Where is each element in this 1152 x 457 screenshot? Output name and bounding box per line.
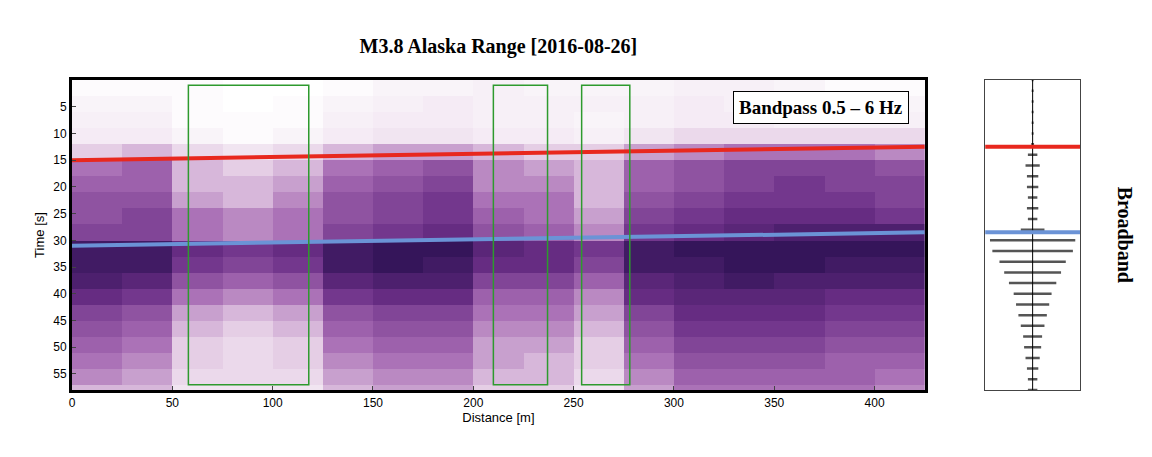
svg-text:250: 250 bbox=[564, 396, 584, 410]
svg-text:5: 5 bbox=[60, 100, 67, 114]
svg-text:30: 30 bbox=[53, 234, 67, 248]
svg-text:15: 15 bbox=[53, 153, 67, 167]
svg-text:40: 40 bbox=[53, 287, 67, 301]
svg-text:45: 45 bbox=[53, 314, 67, 328]
svg-text:Broadband: Broadband bbox=[1114, 187, 1136, 283]
svg-text:55: 55 bbox=[53, 367, 67, 381]
svg-text:M3.8 Alaska Range [2016-08-26]: M3.8 Alaska Range [2016-08-26] bbox=[360, 35, 638, 58]
svg-text:50: 50 bbox=[166, 396, 180, 410]
svg-text:20: 20 bbox=[53, 180, 67, 194]
svg-text:Bandpass 0.5 – 6 Hz: Bandpass 0.5 – 6 Hz bbox=[739, 97, 903, 118]
svg-text:200: 200 bbox=[463, 396, 483, 410]
svg-text:10: 10 bbox=[53, 127, 67, 141]
svg-text:Distance [m]: Distance [m] bbox=[462, 410, 534, 425]
svg-text:50: 50 bbox=[53, 340, 67, 354]
svg-text:Time [s]: Time [s] bbox=[32, 212, 47, 258]
svg-text:35: 35 bbox=[53, 260, 67, 274]
svg-text:150: 150 bbox=[363, 396, 383, 410]
svg-text:350: 350 bbox=[764, 396, 784, 410]
svg-text:100: 100 bbox=[263, 396, 283, 410]
svg-text:0: 0 bbox=[69, 396, 76, 410]
svg-text:300: 300 bbox=[664, 396, 684, 410]
svg-text:400: 400 bbox=[865, 396, 885, 410]
svg-text:25: 25 bbox=[53, 207, 67, 221]
